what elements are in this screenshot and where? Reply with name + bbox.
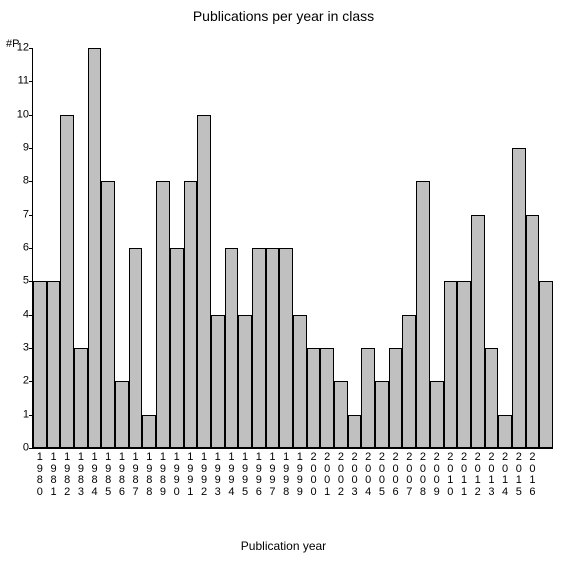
bar bbox=[197, 115, 211, 448]
x-tick-label: 2 0 0 4 bbox=[361, 452, 375, 498]
bar bbox=[361, 348, 375, 448]
y-tick-mark bbox=[29, 115, 33, 116]
bar bbox=[115, 381, 129, 448]
x-tick-label: 1 9 8 8 bbox=[142, 452, 156, 498]
x-tick-label: 1 9 8 6 bbox=[115, 452, 129, 498]
x-tick-label: 2 0 0 8 bbox=[416, 452, 430, 498]
bar bbox=[512, 148, 526, 448]
bar bbox=[416, 181, 430, 448]
x-tick-label: 1 9 9 8 bbox=[279, 452, 293, 498]
bar bbox=[389, 348, 403, 448]
y-tick-mark bbox=[29, 181, 33, 182]
x-tick-label: 1 9 8 7 bbox=[129, 452, 143, 498]
x-tick-label: 2 0 1 4 bbox=[498, 452, 512, 498]
x-tick-label: 1 9 9 5 bbox=[238, 452, 252, 498]
x-tick-label: 1 9 8 0 bbox=[33, 452, 47, 498]
bar bbox=[74, 348, 88, 448]
x-tick-label: 1 9 9 1 bbox=[184, 452, 198, 498]
plot-area: 01234567891011121 9 8 01 9 8 11 9 8 21 9… bbox=[32, 48, 553, 449]
bar bbox=[101, 181, 115, 448]
x-tick-label: 1 9 8 5 bbox=[101, 452, 115, 498]
bar bbox=[88, 48, 102, 448]
bar bbox=[184, 181, 198, 448]
bar bbox=[156, 181, 170, 448]
x-tick-label: 1 9 8 1 bbox=[47, 452, 61, 498]
bar bbox=[279, 248, 293, 448]
y-tick-mark bbox=[29, 448, 33, 449]
bar bbox=[47, 281, 61, 448]
bar bbox=[498, 415, 512, 448]
bar bbox=[211, 315, 225, 448]
y-tick-mark bbox=[29, 48, 33, 49]
x-tick-label: 2 0 0 6 bbox=[389, 452, 403, 498]
chart-container: Publications per year in class #P 012345… bbox=[0, 0, 567, 567]
x-tick-label: 1 9 9 2 bbox=[197, 452, 211, 498]
bar bbox=[457, 281, 471, 448]
y-tick-mark bbox=[29, 248, 33, 249]
y-tick-mark bbox=[29, 215, 33, 216]
x-tick-label: 2 0 1 1 bbox=[457, 452, 471, 498]
x-tick-label: 1 9 8 4 bbox=[88, 452, 102, 498]
bar bbox=[539, 281, 553, 448]
x-tick-label: 1 9 8 9 bbox=[156, 452, 170, 498]
x-tick-label: 2 0 0 2 bbox=[334, 452, 348, 498]
bar bbox=[33, 281, 47, 448]
bar bbox=[320, 348, 334, 448]
x-tick-label: 1 9 9 9 bbox=[293, 452, 307, 498]
bar bbox=[142, 415, 156, 448]
bar bbox=[170, 248, 184, 448]
bar bbox=[430, 381, 444, 448]
x-axis-label: Publication year bbox=[0, 539, 567, 553]
x-tick-label: 1 9 9 0 bbox=[170, 452, 184, 498]
x-tick-label: 1 9 9 4 bbox=[225, 452, 239, 498]
x-tick-label: 2 0 1 0 bbox=[444, 452, 458, 498]
bar bbox=[348, 415, 362, 448]
y-tick-mark bbox=[29, 81, 33, 82]
x-tick-label: 2 0 0 1 bbox=[320, 452, 334, 498]
chart-title: Publications per year in class bbox=[0, 8, 567, 24]
x-tick-label: 1 9 9 3 bbox=[211, 452, 225, 498]
bar bbox=[526, 215, 540, 448]
x-tick-label: 2 0 0 5 bbox=[375, 452, 389, 498]
x-tick-label: 2 0 1 6 bbox=[526, 452, 540, 498]
bar bbox=[334, 381, 348, 448]
x-tick-label: 1 9 9 7 bbox=[266, 452, 280, 498]
x-tick-label: 2 0 1 3 bbox=[485, 452, 499, 498]
x-tick-label: 2 0 1 2 bbox=[471, 452, 485, 498]
y-tick-mark bbox=[29, 148, 33, 149]
bar bbox=[129, 248, 143, 448]
x-tick-label: 1 9 8 3 bbox=[74, 452, 88, 498]
bar bbox=[238, 315, 252, 448]
bar bbox=[471, 215, 485, 448]
bar bbox=[293, 315, 307, 448]
bar bbox=[60, 115, 74, 448]
bar bbox=[485, 348, 499, 448]
x-tick-label: 2 0 0 9 bbox=[430, 452, 444, 498]
x-tick-label: 1 9 9 6 bbox=[252, 452, 266, 498]
bar bbox=[266, 248, 280, 448]
bar bbox=[307, 348, 321, 448]
x-tick-label: 2 0 0 7 bbox=[402, 452, 416, 498]
bar bbox=[375, 381, 389, 448]
bar bbox=[444, 281, 458, 448]
x-tick-label: 1 9 8 2 bbox=[60, 452, 74, 498]
x-tick-label: 2 0 0 0 bbox=[307, 452, 321, 498]
bar bbox=[225, 248, 239, 448]
x-tick-label: 2 0 1 5 bbox=[512, 452, 526, 498]
bar bbox=[402, 315, 416, 448]
bar bbox=[252, 248, 266, 448]
x-tick-label: 2 0 0 3 bbox=[348, 452, 362, 498]
